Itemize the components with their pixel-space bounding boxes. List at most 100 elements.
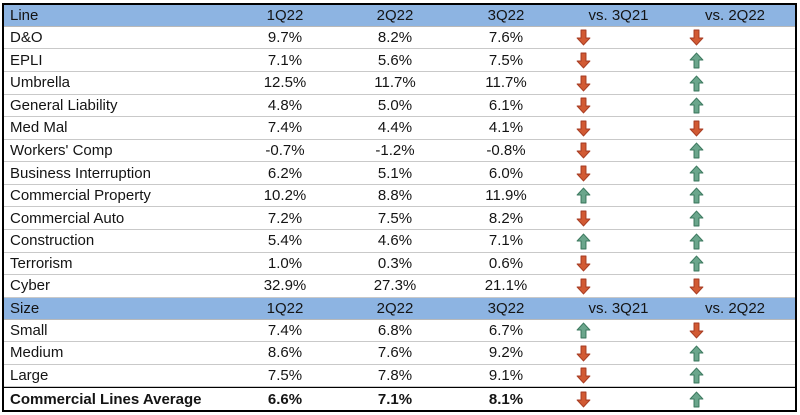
column-header-2q22: 2Q22: [340, 5, 450, 27]
value-1q22: 10.2%: [230, 185, 340, 208]
value-2q22: 4.4%: [340, 117, 450, 140]
value-1q22: 9.7%: [230, 27, 340, 50]
row-label: Medium: [4, 342, 230, 365]
down-arrow-icon: [576, 255, 591, 272]
vs-3q21-trend: [562, 207, 675, 230]
value-2q22: 5.6%: [340, 49, 450, 73]
vs-2q22-trend: [675, 95, 795, 118]
vs-3q21-trend: [562, 365, 675, 388]
section-header-size: Size 1Q22 2Q22 3Q22 vs. 3Q21 vs. 2Q22: [4, 297, 795, 320]
vs-2q22-trend: [675, 342, 795, 365]
vs-2q22-trend: [675, 162, 795, 185]
down-arrow-icon: [576, 165, 591, 182]
value-3q22: 9.1%: [450, 365, 562, 388]
table-row-general-liability: General Liability 4.8% 5.0% 6.1%: [4, 95, 795, 118]
table-row-business-interruption: Business Interruption 6.2% 5.1% 6.0%: [4, 162, 795, 185]
value-1q22: 7.5%: [230, 365, 340, 388]
value-1q22: 32.9%: [230, 275, 340, 298]
value-1q22: -0.7%: [230, 140, 340, 163]
value-3q22: 8.2%: [450, 207, 562, 230]
vs-2q22-trend: [675, 72, 795, 95]
vs-2q22-trend: [675, 117, 795, 140]
vs-2q22-trend: [675, 230, 795, 253]
value-1q22: 6.6%: [230, 387, 340, 410]
row-label: Workers' Comp: [4, 140, 230, 163]
value-3q22: 6.7%: [450, 320, 562, 343]
row-label: Business Interruption: [4, 162, 230, 185]
value-1q22: 5.4%: [230, 230, 340, 253]
value-1q22: 12.5%: [230, 72, 340, 95]
footer-row-commercial-lines-average: Commercial Lines Average 6.6% 7.1% 8.1%: [4, 387, 795, 410]
value-3q22: 7.6%: [450, 27, 562, 50]
vs-2q22-trend: [675, 49, 795, 73]
column-header-vs-2q22: vs. 2Q22: [675, 5, 795, 27]
column-header-vs-2q22: vs. 2Q22: [675, 297, 795, 320]
row-label: General Liability: [4, 95, 230, 118]
row-label: Commercial Lines Average: [4, 387, 230, 410]
vs-2q22-trend: [675, 185, 795, 208]
value-1q22: 4.8%: [230, 95, 340, 118]
table-row-umbrella: Umbrella 12.5% 11.7% 11.7%: [4, 72, 795, 95]
row-label: Construction: [4, 230, 230, 253]
column-header-1q22: 1Q22: [230, 5, 340, 27]
down-arrow-icon: [689, 322, 704, 339]
value-2q22: 7.8%: [340, 365, 450, 388]
vs-2q22-trend: [675, 207, 795, 230]
up-arrow-icon: [689, 75, 704, 92]
table-row-epli: EPLI 7.1% 5.6% 7.5%: [4, 49, 795, 73]
up-arrow-icon: [689, 187, 704, 204]
up-arrow-icon: [576, 233, 591, 249]
down-arrow-icon: [689, 278, 704, 295]
value-3q22: -0.8%: [450, 140, 562, 163]
row-label: Commercial Property: [4, 185, 230, 208]
vs-3q21-trend: [562, 185, 675, 208]
row-label: Small: [4, 320, 230, 343]
section-title: Size: [4, 297, 230, 320]
vs-3q21-trend: [562, 253, 675, 276]
vs-3q21-trend: [562, 27, 675, 50]
down-arrow-icon: [576, 391, 591, 408]
row-label: Umbrella: [4, 72, 230, 95]
value-3q22: 21.1%: [450, 275, 562, 298]
table-row-commercial-auto: Commercial Auto 7.2% 7.5% 8.2%: [4, 207, 795, 230]
vs-3q21-trend: [562, 140, 675, 163]
vs-2q22-trend: [675, 387, 795, 410]
table-row-construction: Construction 5.4% 4.6% 7.1%: [4, 230, 795, 253]
table-row-d-o: D&O 9.7% 8.2% 7.6%: [4, 27, 795, 50]
row-label: Commercial Auto: [4, 207, 230, 230]
vs-3q21-trend: [562, 117, 675, 140]
vs-2q22-trend: [675, 320, 795, 343]
value-3q22: 8.1%: [450, 387, 562, 410]
column-header-3q22: 3Q22: [450, 297, 562, 320]
value-2q22: 27.3%: [340, 275, 450, 298]
down-arrow-icon: [576, 345, 591, 362]
value-3q22: 11.7%: [450, 72, 562, 95]
down-arrow-icon: [576, 278, 591, 295]
down-arrow-icon: [576, 30, 591, 46]
down-arrow-icon: [576, 97, 591, 114]
vs-3q21-trend: [562, 49, 675, 73]
column-header-vs-3q21: vs. 3Q21: [562, 297, 675, 320]
down-arrow-icon: [576, 367, 591, 384]
table-row-large: Large 7.5% 7.8% 9.1%: [4, 365, 795, 388]
row-label: Terrorism: [4, 253, 230, 276]
row-label: Med Mal: [4, 117, 230, 140]
value-2q22: -1.2%: [340, 140, 450, 163]
vs-3q21-trend: [562, 387, 675, 410]
table-row-workers-comp: Workers' Comp -0.7% -1.2% -0.8%: [4, 140, 795, 163]
down-arrow-icon: [689, 30, 704, 46]
value-2q22: 5.1%: [340, 162, 450, 185]
column-header-2q22: 2Q22: [340, 297, 450, 320]
down-arrow-icon: [576, 75, 591, 92]
down-arrow-icon: [576, 52, 591, 69]
vs-2q22-trend: [675, 253, 795, 276]
value-1q22: 7.1%: [230, 49, 340, 73]
value-2q22: 7.5%: [340, 207, 450, 230]
section-header-line: Line 1Q22 2Q22 3Q22 vs. 3Q21 vs. 2Q22: [4, 5, 795, 27]
vs-3q21-trend: [562, 342, 675, 365]
row-label: D&O: [4, 27, 230, 50]
vs-2q22-trend: [675, 275, 795, 298]
table-row-terrorism: Terrorism 1.0% 0.3% 0.6%: [4, 253, 795, 276]
value-2q22: 8.8%: [340, 185, 450, 208]
up-arrow-icon: [689, 367, 704, 384]
